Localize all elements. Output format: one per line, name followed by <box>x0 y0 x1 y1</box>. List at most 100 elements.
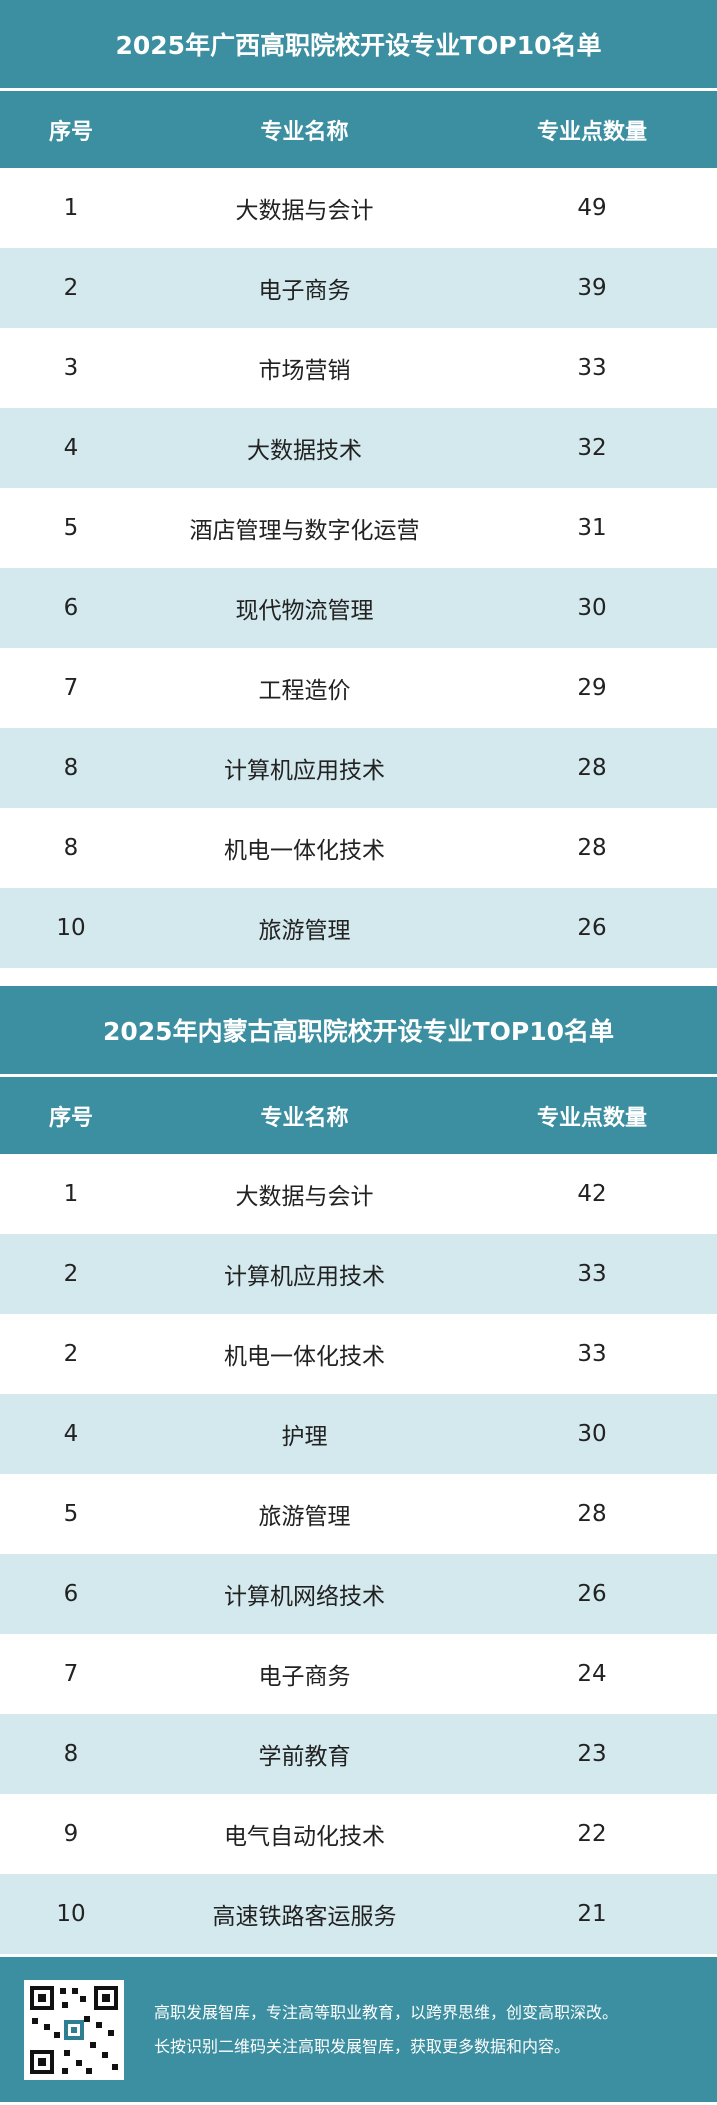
cell-name: 高速铁路客运服务 <box>212 1904 397 1930</box>
cell-index: 10 <box>56 915 86 941</box>
cell-count: 28 <box>577 835 607 861</box>
cell-count: 49 <box>577 195 607 221</box>
footer-line-1: 高职发展智库，专注高等职业教育，以跨界思维，创变高职深改。 <box>154 2002 619 2022</box>
cell-index: 2 <box>63 1261 79 1287</box>
cell-index: 5 <box>63 515 79 541</box>
cell-name: 电子商务 <box>258 278 351 304</box>
cell-count: 22 <box>577 1821 607 1847</box>
cell-count: 32 <box>577 435 607 461</box>
table-guangxi: 2025年广西高职院校开设专业TOP10名单 序号 专业名称 专业点数量 1 大… <box>0 0 717 968</box>
section-gap <box>0 968 717 986</box>
header-count: 专业点数量 <box>536 119 647 145</box>
cell-name: 计算机应用技术 <box>224 758 385 784</box>
header-name: 专业名称 <box>260 119 349 145</box>
table-row: 1 大数据与会计 49 <box>0 168 717 248</box>
cell-index: 10 <box>56 1901 86 1927</box>
cell-count: 24 <box>577 1661 607 1687</box>
divider <box>0 88 717 91</box>
cell-count: 28 <box>577 1501 607 1527</box>
cell-count: 31 <box>577 515 607 541</box>
table-header: 序号 专业名称 专业点数量 <box>0 1077 717 1154</box>
cell-name: 计算机网络技术 <box>224 1584 385 1610</box>
cell-name: 工程造价 <box>258 678 351 704</box>
cell-name: 计算机应用技术 <box>224 1264 385 1290</box>
qr-code-icon[interactable] <box>24 1979 124 2080</box>
table-row: 8 学前教育 23 <box>0 1714 717 1794</box>
cell-name: 电气自动化技术 <box>224 1824 385 1850</box>
cell-index: 2 <box>63 275 79 301</box>
cell-name: 机电一体化技术 <box>224 838 385 864</box>
cell-count: 23 <box>577 1741 607 1767</box>
table-row: 5 酒店管理与数字化运营 31 <box>0 488 717 568</box>
cell-index: 7 <box>63 1661 79 1687</box>
cell-count: 33 <box>577 1341 607 1367</box>
cell-name: 大数据技术 <box>247 438 362 464</box>
cell-name: 机电一体化技术 <box>224 1344 385 1370</box>
table-row: 7 工程造价 29 <box>0 648 717 728</box>
cell-count: 29 <box>577 675 607 701</box>
table-row: 8 计算机应用技术 28 <box>0 728 717 808</box>
table-row: 10 旅游管理 26 <box>0 888 717 968</box>
table-row: 1 大数据与会计 42 <box>0 1154 717 1234</box>
cell-index: 1 <box>63 1181 79 1207</box>
cell-name: 现代物流管理 <box>235 598 374 624</box>
cell-name: 护理 <box>281 1424 328 1450</box>
cell-name: 旅游管理 <box>258 918 351 944</box>
cell-index: 2 <box>63 1341 79 1367</box>
divider <box>0 1074 717 1077</box>
table-header: 序号 专业名称 专业点数量 <box>0 91 717 168</box>
footer-line-2: 长按识别二维码关注高职发展智库，获取更多数据和内容。 <box>154 2036 571 2056</box>
cell-count: 42 <box>577 1181 607 1207</box>
table-row: 6 计算机网络技术 26 <box>0 1554 717 1634</box>
table-row: 2 机电一体化技术 33 <box>0 1314 717 1394</box>
table-row: 6 现代物流管理 30 <box>0 568 717 648</box>
footer: 高职发展智库，专注高等职业教育，以跨界思维，创变高职深改。 长按识别二维码关注高… <box>0 1957 717 2102</box>
cell-name: 旅游管理 <box>258 1504 351 1530</box>
cell-index: 5 <box>63 1501 79 1527</box>
header-index: 序号 <box>48 119 93 145</box>
cell-count: 39 <box>577 275 607 301</box>
cell-index: 1 <box>63 195 79 221</box>
cell-count: 28 <box>577 755 607 781</box>
table-row: 2 电子商务 39 <box>0 248 717 328</box>
table-row: 2 计算机应用技术 33 <box>0 1234 717 1314</box>
cell-count: 21 <box>577 1901 607 1927</box>
table-row: 10 高速铁路客运服务 21 <box>0 1874 717 1954</box>
cell-count: 26 <box>577 1581 607 1607</box>
table-row: 4 护理 30 <box>0 1394 717 1474</box>
cell-count: 30 <box>577 1421 607 1447</box>
footer-text: 高职发展智库，专注高等职业教育，以跨界思维，创变高职深改。 长按识别二维码关注高… <box>154 1996 618 2064</box>
cell-index: 9 <box>63 1821 79 1847</box>
cell-index: 7 <box>63 675 79 701</box>
cell-index: 6 <box>63 595 79 621</box>
table-row: 8 机电一体化技术 28 <box>0 808 717 888</box>
cell-count: 33 <box>577 1261 607 1287</box>
cell-index: 6 <box>63 1581 79 1607</box>
table-title: 2025年内蒙古高职院校开设专业TOP10名单 <box>0 986 717 1074</box>
cell-index: 8 <box>63 1741 79 1767</box>
header-count: 专业点数量 <box>536 1105 647 1131</box>
table-inner-mongolia: 2025年内蒙古高职院校开设专业TOP10名单 序号 专业名称 专业点数量 1 … <box>0 986 717 1954</box>
cell-name: 市场营销 <box>258 358 351 384</box>
cell-name: 大数据与会计 <box>235 198 374 224</box>
cell-index: 4 <box>63 435 79 461</box>
cell-count: 30 <box>577 595 607 621</box>
cell-name: 大数据与会计 <box>235 1184 374 1210</box>
cell-name: 电子商务 <box>258 1664 351 1690</box>
table-row: 4 大数据技术 32 <box>0 408 717 488</box>
header-index: 序号 <box>48 1105 93 1131</box>
table-title: 2025年广西高职院校开设专业TOP10名单 <box>0 0 717 88</box>
table-row: 9 电气自动化技术 22 <box>0 1794 717 1874</box>
cell-name: 酒店管理与数字化运营 <box>189 518 420 544</box>
table-row: 5 旅游管理 28 <box>0 1474 717 1554</box>
cell-index: 8 <box>63 755 79 781</box>
table-row: 7 电子商务 24 <box>0 1634 717 1714</box>
cell-count: 33 <box>577 355 607 381</box>
cell-index: 8 <box>63 835 79 861</box>
cell-name: 学前教育 <box>258 1744 351 1770</box>
cell-index: 3 <box>63 355 79 381</box>
cell-index: 4 <box>63 1421 79 1447</box>
table-row: 3 市场营销 33 <box>0 328 717 408</box>
cell-count: 26 <box>577 915 607 941</box>
